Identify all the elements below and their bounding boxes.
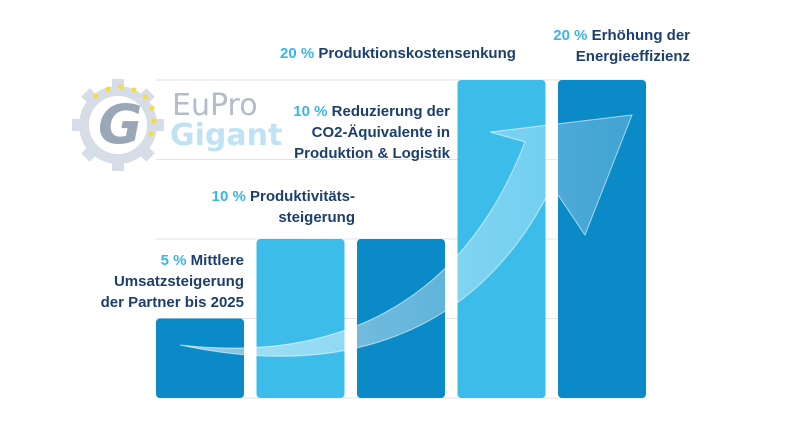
bar-label-1-line-1: Mittlere (190, 252, 244, 269)
bar-label-2-line-1: Produktivitäts- (249, 188, 355, 205)
bar-label-5-line-1: Erhöhung der (591, 27, 690, 44)
bar-1 (156, 318, 244, 398)
eu-stars-icon (93, 84, 157, 137)
bar-label-3-line-1: Reduzierung der (331, 103, 450, 120)
bar-label-5: 20 % Erhöhung der Energieeffizienz (520, 25, 690, 67)
bar-label-1: 5 % Mittlere Umsatzsteigerung der Partne… (94, 250, 244, 313)
bar-label-3-pct: 10 % (293, 103, 328, 120)
logo-text-eupro: EuPro (172, 88, 258, 123)
bar-label-5-line-2: Energieeffizienz (575, 48, 690, 65)
bar-2 (256, 239, 345, 398)
bar-label-1-line-2: Umsatzsteigerung (113, 273, 244, 290)
bar-label-1-pct: 5 % (160, 252, 187, 269)
bar-label-2-pct: 10 % (211, 188, 246, 205)
logo-mark: G (98, 93, 142, 156)
eupro-gigant-logo: G EuPro Gigant (72, 79, 282, 171)
bar-label-3: 10 % Reduzierung der CO2-Äquivalente in … (270, 101, 450, 164)
bar-label-3-line-2: CO2-Äquivalente in (311, 124, 450, 141)
bar-label-2-line-2: steigerung (278, 209, 355, 226)
growth-arrow-icon (179, 114, 633, 357)
bar-label-4: 20 % Produktionskostensenkung (280, 43, 560, 64)
bar-label-4-line-1: Produktionskostensenkung (318, 45, 516, 62)
bar-label-3-line-3: Produktion & Logistik (294, 145, 450, 162)
bar-label-5-pct: 20 % (553, 27, 588, 44)
logo-text-gigant: Gigant (170, 118, 282, 153)
bar-label-2: 10 % Produktivitäts- steigerung (175, 186, 355, 228)
bar-label-4-pct: 20 % (280, 45, 315, 62)
bar-label-1-line-3: der Partner bis 2025 (100, 294, 244, 311)
